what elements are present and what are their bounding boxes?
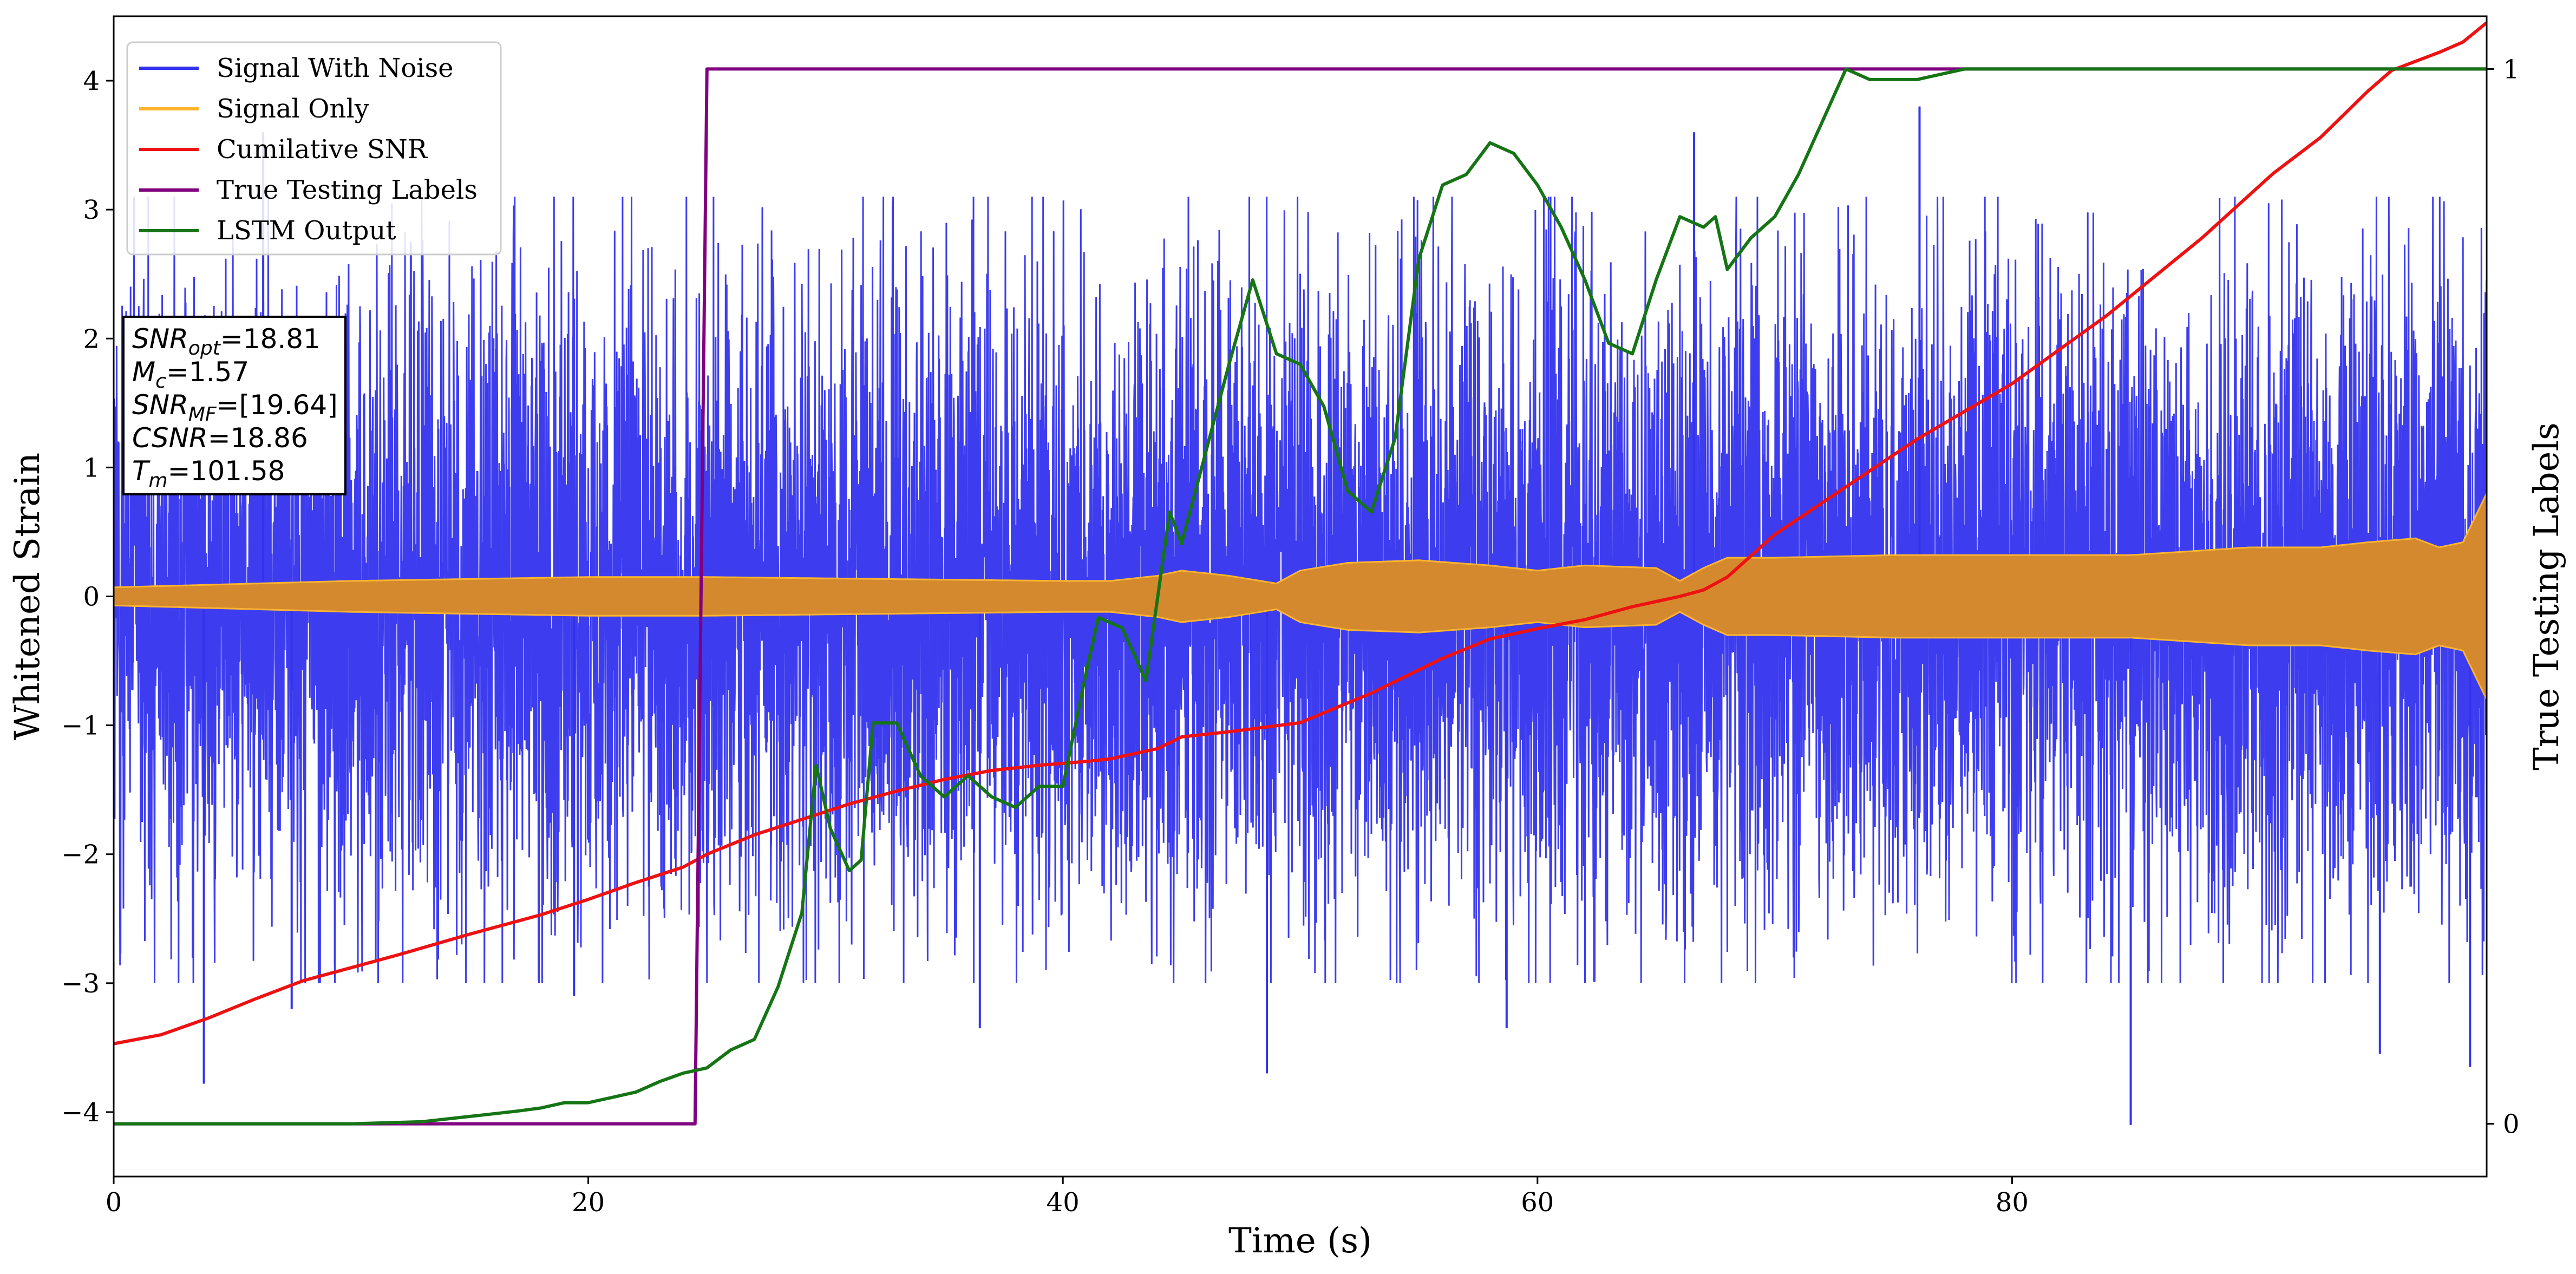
legend-entry: Cumilative SNR	[217, 134, 428, 165]
y-tick-label: −4	[61, 1097, 100, 1128]
annotation-line: Mc=1.57	[132, 356, 249, 393]
x-tick-label: 80	[1996, 1187, 2029, 1218]
signal-only-series	[114, 493, 2487, 700]
lstm-output-line	[114, 67, 2487, 1126]
x-axis-title: Time (s)	[1228, 1221, 1372, 1261]
annotation-line: Tm=101.58	[132, 455, 285, 492]
y-tick-label: 1	[83, 453, 100, 483]
signal-only-band	[114, 493, 2487, 700]
line-series-layer	[114, 21, 2487, 1126]
annotation-line: SNRopt=18.81	[132, 323, 321, 360]
annotation-line: SNRMF=[19.64]	[132, 389, 338, 426]
annotation-line: CSNR=18.86	[132, 422, 308, 454]
y-tick-label: −2	[61, 840, 100, 870]
y-tick-label: 2	[83, 324, 100, 354]
annotation-frame	[122, 316, 346, 495]
legend-entry: True Testing Labels	[217, 175, 478, 205]
legend-frame	[126, 41, 502, 256]
parameter-annotation-box: SNRopt=18.81Mc=1.57SNRMF=[19.64]CSNR=18.…	[122, 316, 346, 495]
x-tick-label: 40	[1047, 1187, 1080, 1218]
legend-entry: Signal With Noise	[217, 53, 454, 83]
y-tick-label: 0	[83, 582, 100, 612]
y-tick-label: −3	[61, 969, 100, 999]
y-tick-label: 3	[83, 195, 100, 225]
y-tick-label: −1	[61, 711, 100, 741]
cumulative-snr-line	[114, 21, 2487, 1046]
x-tick-label: 20	[572, 1187, 605, 1218]
right-y-axis-title: True Testing Labels	[2527, 422, 2567, 770]
right-y-tick-label: 1	[2503, 54, 2520, 84]
y-tick-label: 4	[83, 66, 100, 96]
legend-entry: Signal Only	[217, 94, 369, 124]
y-axis-title: Whitened Strain	[8, 453, 48, 740]
right-y-tick-label: 0	[2503, 1109, 2520, 1140]
legend: Signal With Noise Signal Only Cumilative S…	[126, 41, 502, 256]
x-tick-label: 60	[1521, 1187, 1554, 1218]
x-tick-label: 0	[106, 1187, 122, 1218]
legend-entry: LSTM Output	[217, 215, 396, 246]
